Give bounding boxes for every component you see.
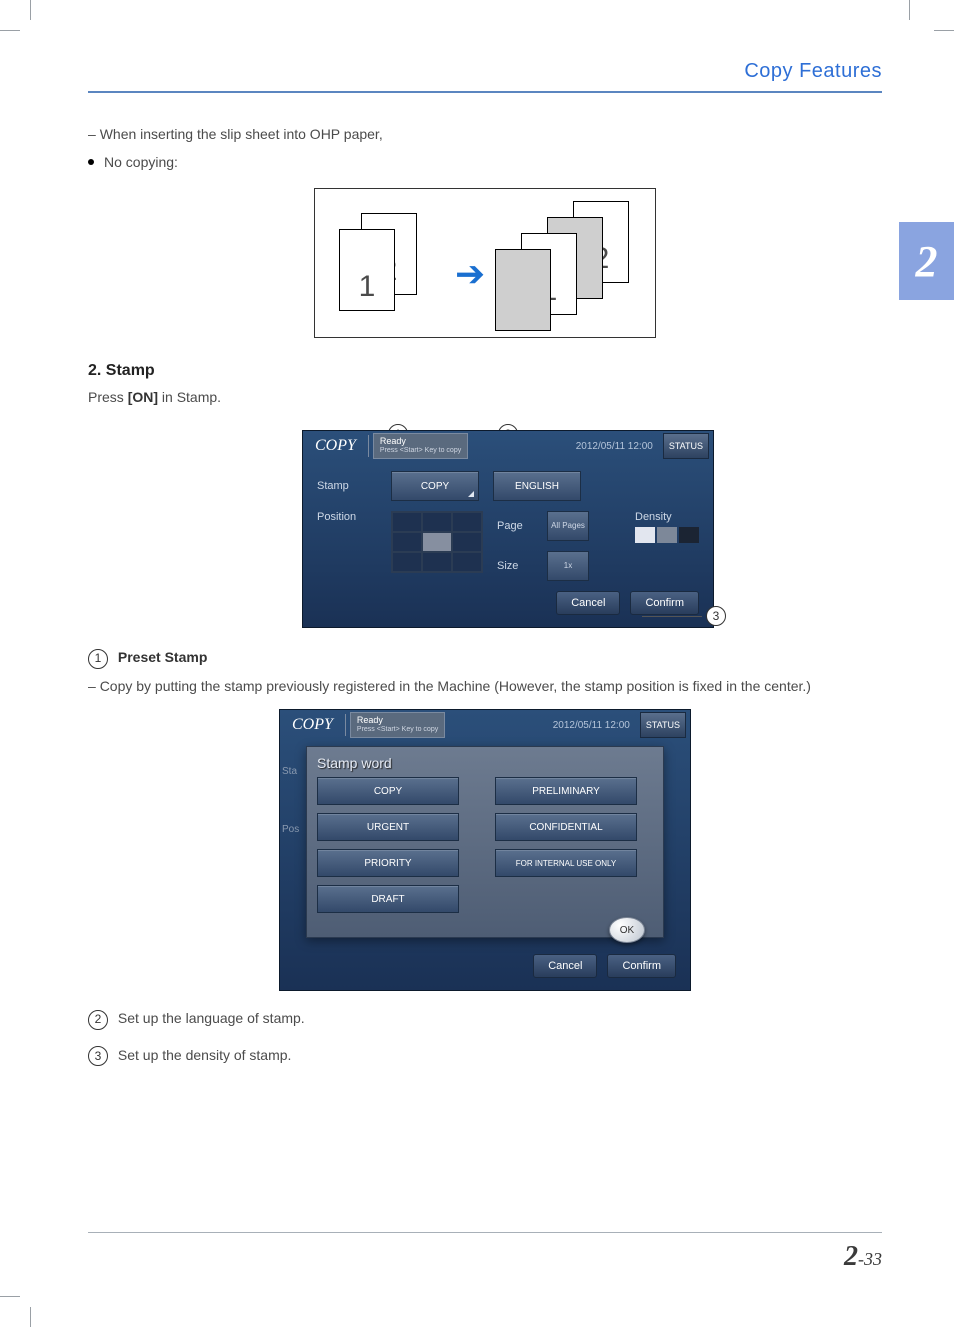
- stamp-word-opt-draft[interactable]: DRAFT: [317, 885, 459, 913]
- screen2-topbar: COPY Ready Press <Start> Key to copy 201…: [280, 710, 690, 740]
- ready-status-2: Ready Press <Start> Key to copy: [350, 712, 445, 738]
- intro-line-1: – When inserting the slip sheet into OHP…: [88, 123, 882, 145]
- stamp-preset-button[interactable]: COPY: [391, 471, 479, 501]
- chapter-tab: 2: [899, 222, 954, 300]
- item-3-num: 3: [88, 1046, 108, 1066]
- stamp-word-opt-preliminary[interactable]: PRELIMINARY: [495, 777, 637, 805]
- instr-button-name: [ON]: [128, 389, 158, 405]
- divider: [345, 714, 346, 736]
- arrow-icon: ➔: [455, 253, 485, 295]
- label-size: Size: [497, 560, 537, 572]
- screen2-body: Sta Pos Stamp word COPY PRELIMINARY URGE…: [280, 740, 690, 990]
- stamp-language-button[interactable]: ENGLISH: [493, 471, 581, 501]
- item-1-title: Preset Stamp: [118, 649, 207, 665]
- bg-label-pos: Pos: [282, 824, 299, 835]
- item-1-body: – Copy by putting the stamp previously r…: [88, 675, 882, 697]
- ready-status: Ready Press <Start> Key to copy: [373, 433, 468, 459]
- screen-topbar: COPY Ready Press <Start> Key to copy 201…: [303, 431, 713, 461]
- cancel-button[interactable]: Cancel: [556, 591, 620, 615]
- footer-chapter: 2: [844, 1241, 858, 1272]
- status-button[interactable]: STATUS: [663, 433, 709, 459]
- page: Copy Features 2 – When inserting the sli…: [0, 0, 954, 1327]
- intro-text-1: When inserting the slip sheet into OHP p…: [100, 126, 383, 142]
- screen-title: COPY: [307, 437, 364, 455]
- ok-button[interactable]: OK: [609, 917, 645, 943]
- page-number: 2-33: [88, 1241, 882, 1273]
- item-3: 3 Set up the density of stamp.: [88, 1044, 882, 1067]
- dropdown-icon: [468, 491, 474, 497]
- bullet-icon: [88, 159, 94, 165]
- item-1: 1 Preset Stamp: [88, 646, 882, 669]
- callout-3: 3: [706, 606, 732, 626]
- section-number: 2.: [88, 362, 101, 379]
- label-density: Density: [635, 511, 699, 523]
- crop-mark: [934, 30, 954, 31]
- position-grid[interactable]: [391, 511, 483, 573]
- diagram-slip-2: [495, 249, 551, 331]
- crop-mark: [909, 0, 910, 20]
- status-button-2[interactable]: STATUS: [640, 712, 686, 738]
- crop-mark: [0, 1296, 20, 1297]
- footer-rule: [88, 1232, 882, 1233]
- stamp-word-opt-urgent[interactable]: URGENT: [317, 813, 459, 841]
- crop-mark: [30, 1307, 31, 1327]
- ready2-bottom: Press <Start> Key to copy: [357, 726, 438, 734]
- instr-suffix: in Stamp.: [158, 389, 221, 405]
- instr-prefix: Press: [88, 389, 128, 405]
- divider: [368, 435, 369, 457]
- section-heading: 2. Stamp: [88, 362, 882, 380]
- density-selector[interactable]: [635, 527, 699, 543]
- ohp-diagram: 2 1 ➔ 2 1: [314, 188, 656, 338]
- stamp-word-screen: COPY Ready Press <Start> Key to copy 201…: [279, 709, 691, 991]
- crop-mark: [0, 30, 20, 31]
- stamp-word-dialog: Stamp word COPY PRELIMINARY URGENT CONFI…: [306, 746, 664, 938]
- callout-line-3: [642, 616, 702, 617]
- page-option-button[interactable]: All Pages: [547, 511, 589, 541]
- item-2-num: 2: [88, 1010, 108, 1030]
- screenshot-1-wrap: 1 2 COPY Ready Press <Start> Key to copy…: [268, 430, 748, 628]
- ready-top: Ready: [380, 437, 461, 447]
- label-stamp: Stamp: [317, 480, 377, 492]
- size-option-button[interactable]: 1x: [547, 551, 589, 581]
- ready-bottom: Press <Start> Key to copy: [380, 447, 461, 455]
- stamp-word-opt-confidential[interactable]: CONFIDENTIAL: [495, 813, 637, 841]
- intro-bullet-text: No copying:: [104, 154, 178, 170]
- section-instruction: Press [ON] in Stamp.: [88, 386, 882, 408]
- dialog-title: Stamp word: [317, 755, 653, 771]
- stamp-word-opt-internal[interactable]: FOR INTERNAL USE ONLY: [495, 849, 637, 877]
- stamp-word-options: COPY PRELIMINARY URGENT CONFIDENTIAL PRI…: [317, 777, 653, 913]
- bg-label-sta: Sta: [282, 766, 297, 777]
- ready2-top: Ready: [357, 716, 438, 726]
- label-page: Page: [497, 520, 537, 532]
- section-title: Stamp: [106, 362, 155, 379]
- screen2-datetime: 2012/05/11 12:00: [553, 720, 634, 731]
- item-1-num: 1: [88, 649, 108, 669]
- screen2-title: COPY: [284, 716, 341, 734]
- screen-body: Stamp COPY ENGLISH Position Page All Pa: [303, 461, 713, 627]
- header-rule: [88, 91, 882, 93]
- screen-datetime: 2012/05/11 12:00: [576, 441, 657, 452]
- confirm-button-2[interactable]: Confirm: [607, 954, 676, 978]
- confirm-button[interactable]: Confirm: [630, 591, 699, 615]
- chapter-number: 2: [916, 236, 938, 287]
- stamp-word-opt-copy[interactable]: COPY: [317, 777, 459, 805]
- header-section-title: Copy Features: [88, 60, 882, 91]
- item-2: 2 Set up the language of stamp.: [88, 1007, 882, 1030]
- item-2-title: Set up the language of stamp.: [118, 1010, 305, 1026]
- page-footer: 2-33: [88, 1202, 882, 1273]
- item-3-title: Set up the density of stamp.: [118, 1047, 292, 1063]
- label-position: Position: [317, 511, 377, 523]
- diagram-page-1a: 1: [359, 270, 376, 304]
- footer-page: 33: [864, 1249, 882, 1269]
- crop-mark: [30, 0, 31, 20]
- stamp-screen: COPY Ready Press <Start> Key to copy 201…: [302, 430, 714, 628]
- intro-bullet-1: No copying:: [88, 151, 882, 173]
- cancel-button-2[interactable]: Cancel: [533, 954, 597, 978]
- stamp-word-opt-priority[interactable]: PRIORITY: [317, 849, 459, 877]
